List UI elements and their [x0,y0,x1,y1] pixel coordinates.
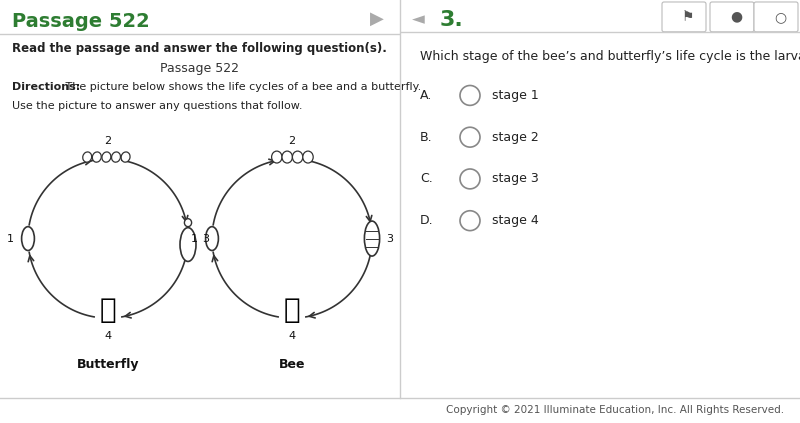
FancyBboxPatch shape [754,2,798,32]
Text: B.: B. [420,131,433,144]
Text: 🦋: 🦋 [100,296,116,324]
Text: Read the passage and answer the following question(s).: Read the passage and answer the followin… [12,42,387,55]
Text: ▶: ▶ [370,10,384,28]
Text: 4: 4 [105,331,111,341]
Ellipse shape [184,219,192,227]
Text: ●: ● [730,10,742,24]
Text: stage 4: stage 4 [492,214,538,227]
Text: Which stage of the bee’s and butterfly’s life cycle is the larval stage?: Which stage of the bee’s and butterfly’s… [420,50,800,63]
Ellipse shape [282,151,293,163]
Text: stage 2: stage 2 [492,131,538,144]
Text: 2: 2 [105,136,111,146]
Text: D.: D. [420,214,434,227]
Ellipse shape [302,151,313,163]
Text: 3: 3 [202,233,210,244]
Text: ⚑: ⚑ [682,10,694,24]
Text: 3: 3 [386,233,394,244]
Ellipse shape [102,152,111,162]
Circle shape [460,127,480,147]
Text: 🐝: 🐝 [284,296,300,324]
Circle shape [460,169,480,189]
Ellipse shape [82,152,92,162]
Text: 4: 4 [289,331,295,341]
Text: 1: 1 [190,233,198,244]
Text: 1: 1 [6,233,14,244]
Text: A.: A. [420,89,432,102]
Text: stage 3: stage 3 [492,173,538,185]
Text: stage 1: stage 1 [492,89,538,102]
Text: Bee: Bee [278,358,306,371]
Text: The picture below shows the life cycles of a bee and a butterfly.: The picture below shows the life cycles … [62,82,422,91]
Ellipse shape [271,151,282,163]
Circle shape [460,85,480,105]
Ellipse shape [364,221,380,256]
Text: Use the picture to answer any questions that follow.: Use the picture to answer any questions … [12,102,302,111]
Text: Passage 522: Passage 522 [12,12,150,31]
Text: ◄: ◄ [412,10,425,28]
Text: Copyright © 2021 Illuminate Education, Inc. All Rights Reserved.: Copyright © 2021 Illuminate Education, I… [446,405,784,415]
FancyBboxPatch shape [662,2,706,32]
Ellipse shape [293,151,302,163]
Ellipse shape [92,152,102,162]
Text: Passage 522: Passage 522 [161,62,239,74]
Text: 2: 2 [289,136,295,146]
Text: Butterfly: Butterfly [77,358,139,371]
FancyBboxPatch shape [710,2,754,32]
Ellipse shape [111,152,121,162]
Circle shape [460,211,480,231]
Ellipse shape [180,228,196,261]
Ellipse shape [206,227,218,250]
Text: C.: C. [420,173,433,185]
Text: ○: ○ [774,10,786,24]
Ellipse shape [121,152,130,162]
Text: 3.: 3. [440,10,464,30]
Text: Directions:: Directions: [12,82,80,91]
Ellipse shape [22,227,34,250]
